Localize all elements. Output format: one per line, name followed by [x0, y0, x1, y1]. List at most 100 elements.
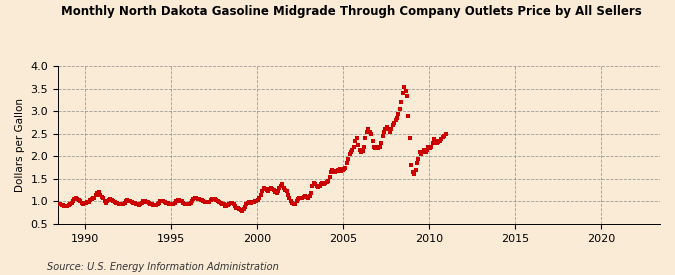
- Point: [214, 200, 225, 204]
- Point: [306, 191, 317, 195]
- Point: [165, 202, 176, 207]
- Point: [124, 199, 134, 203]
- Point: [248, 200, 259, 204]
- Point: [432, 141, 443, 145]
- Point: [157, 199, 167, 203]
- Point: [61, 204, 72, 208]
- Point: [131, 201, 142, 206]
- Text: Source: U.S. Energy Information Administration: Source: U.S. Energy Information Administ…: [47, 262, 279, 272]
- Point: [108, 199, 119, 203]
- Point: [92, 191, 103, 195]
- Point: [75, 199, 86, 204]
- Point: [290, 201, 300, 206]
- Point: [125, 199, 136, 204]
- Point: [392, 116, 402, 120]
- Point: [119, 200, 130, 205]
- Point: [241, 202, 252, 207]
- Point: [339, 167, 350, 171]
- Point: [301, 195, 312, 199]
- Point: [366, 131, 377, 136]
- Point: [371, 145, 382, 150]
- Point: [325, 170, 336, 174]
- Point: [86, 197, 97, 201]
- Point: [316, 182, 327, 186]
- Point: [400, 89, 411, 93]
- Point: [409, 172, 420, 177]
- Point: [105, 197, 115, 202]
- Point: [185, 200, 196, 205]
- Point: [364, 129, 375, 134]
- Point: [353, 143, 364, 147]
- Point: [408, 170, 418, 174]
- Point: [402, 93, 412, 98]
- Point: [275, 183, 286, 188]
- Point: [436, 137, 447, 141]
- Point: [313, 185, 323, 189]
- Point: [389, 120, 400, 125]
- Point: [440, 131, 451, 136]
- Point: [302, 196, 313, 200]
- Point: [399, 84, 410, 89]
- Point: [90, 192, 101, 197]
- Point: [201, 200, 212, 204]
- Point: [410, 167, 421, 172]
- Point: [95, 192, 106, 197]
- Point: [412, 161, 423, 165]
- Point: [224, 201, 235, 206]
- Point: [255, 192, 266, 197]
- Point: [319, 182, 329, 186]
- Point: [283, 192, 294, 197]
- Point: [152, 202, 163, 207]
- Point: [284, 196, 295, 200]
- Point: [218, 202, 229, 207]
- Point: [227, 201, 238, 205]
- Point: [195, 198, 206, 202]
- Point: [311, 183, 322, 188]
- Point: [109, 200, 120, 204]
- Point: [97, 195, 107, 199]
- Point: [264, 186, 275, 191]
- Point: [163, 201, 174, 206]
- Point: [279, 188, 290, 192]
- Point: [155, 199, 166, 204]
- Point: [324, 174, 335, 179]
- Point: [261, 188, 272, 192]
- Point: [381, 125, 392, 129]
- Point: [296, 196, 306, 200]
- Point: [430, 138, 441, 143]
- Point: [85, 198, 96, 203]
- Point: [370, 146, 381, 150]
- Point: [406, 163, 416, 167]
- Point: [317, 181, 328, 185]
- Point: [158, 199, 169, 204]
- Point: [287, 200, 298, 205]
- Point: [387, 123, 398, 127]
- Point: [228, 202, 239, 207]
- Point: [346, 150, 356, 154]
- Point: [192, 197, 203, 201]
- Point: [376, 141, 387, 145]
- Point: [161, 200, 171, 205]
- Point: [403, 114, 414, 118]
- Point: [360, 136, 371, 141]
- Point: [63, 203, 74, 207]
- Point: [247, 200, 258, 204]
- Point: [78, 201, 88, 206]
- Point: [404, 136, 415, 141]
- Point: [48, 204, 59, 208]
- Point: [190, 196, 200, 200]
- Point: [234, 207, 244, 211]
- Point: [379, 129, 389, 134]
- Point: [414, 150, 425, 154]
- Point: [178, 200, 189, 205]
- Point: [244, 200, 254, 204]
- Point: [268, 188, 279, 192]
- Point: [177, 199, 188, 204]
- Point: [232, 206, 243, 211]
- Point: [151, 203, 161, 208]
- Point: [221, 204, 232, 208]
- Point: [342, 161, 352, 165]
- Point: [76, 200, 87, 205]
- Point: [74, 198, 84, 202]
- Point: [99, 199, 110, 204]
